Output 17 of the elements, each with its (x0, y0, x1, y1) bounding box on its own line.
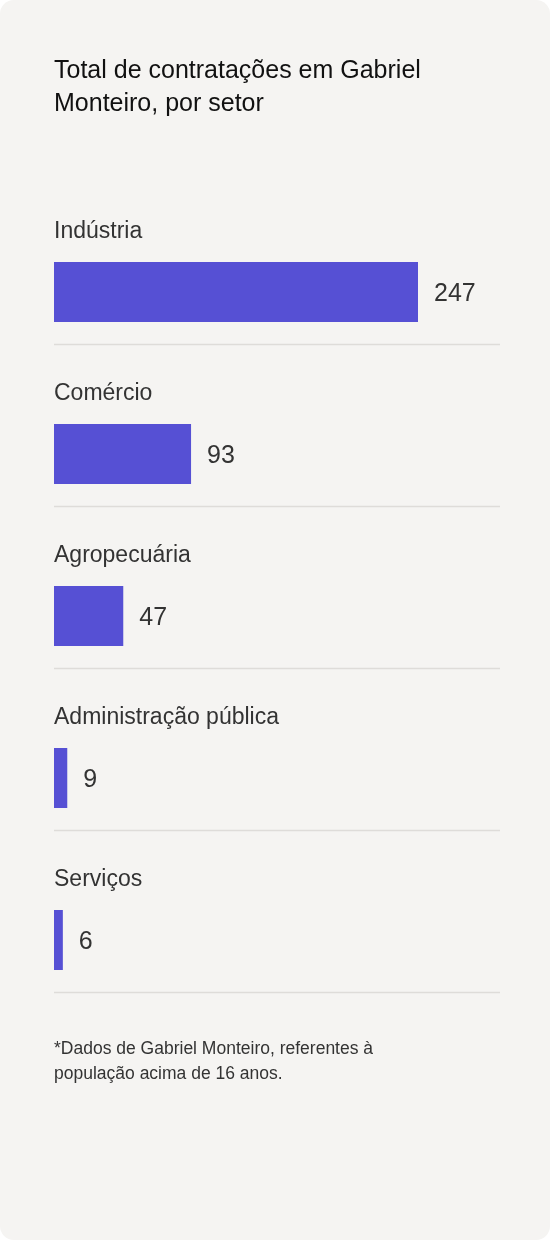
y-tick-label: Indústria (54, 217, 143, 243)
bar (54, 586, 124, 646)
bar (54, 748, 68, 808)
data-label: 247 (434, 278, 476, 306)
text: *Dados de Gabriel Monteiro, referentes à população acima de 16 anos. (54, 1038, 374, 1083)
data-label: 6 (78, 926, 93, 954)
chart-title: Total de contratações em Gabriel Monteiro, por setor (54, 55, 421, 116)
y-tick-label: Serviços (54, 865, 143, 891)
y-tick-label: Administração pública (54, 703, 280, 729)
data-label: 47 (139, 602, 168, 630)
data-label: 93 (207, 440, 235, 468)
y-tick-label: Comércio (54, 379, 153, 405)
data-label: 9 (83, 764, 98, 792)
bar (54, 910, 63, 970)
y-tick-label: Agropecuária (54, 541, 192, 567)
bar (54, 262, 418, 322)
bar (54, 424, 192, 484)
